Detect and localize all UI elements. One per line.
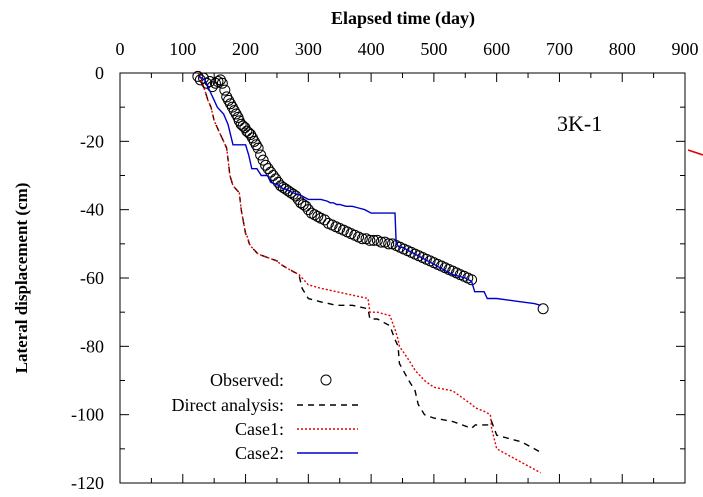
observed-point [319, 214, 331, 226]
x-tick-label: 400 [358, 39, 385, 59]
legend-label: Direct analysis: [172, 395, 284, 415]
observed-point [255, 149, 267, 161]
observed-point [216, 77, 228, 89]
observed-point [262, 163, 274, 175]
observed-point [383, 238, 395, 250]
x-axis-label: Elapsed time (day) [331, 8, 475, 29]
y-axis-label: Lateral displacement (cm) [12, 183, 31, 374]
observed-point [364, 234, 376, 246]
observed-point [241, 125, 253, 137]
y-tick-label: -100 [71, 405, 104, 425]
legend-marker-circle [320, 374, 332, 386]
series-group [192, 70, 549, 474]
series-line-dashed [197, 72, 541, 453]
observed-point [252, 142, 264, 154]
x-tick-label: 900 [672, 39, 699, 59]
x-tick-label: 500 [420, 39, 447, 59]
observed-point [375, 236, 387, 248]
y-tick-label: -120 [71, 473, 104, 493]
y-tick-label: -60 [80, 268, 104, 288]
y-tick-label: -40 [80, 200, 104, 220]
observed-point [192, 70, 204, 82]
observed-point [466, 274, 478, 286]
legend-label: Observed: [210, 370, 284, 390]
legend-label: Case2: [235, 443, 284, 463]
y-axis-ticks: 0 -20 -40 -60 -80 -100 -120 [71, 63, 685, 493]
x-axis-ticks: 0 100 200 300 400 500 600 700 800 900 [116, 39, 699, 483]
y-tick-label: 0 [95, 63, 104, 83]
x-tick-label: 600 [483, 39, 510, 59]
x-tick-label: 300 [295, 39, 322, 59]
y-tick-label: -80 [80, 336, 104, 356]
observed-point [537, 303, 549, 315]
series-line-dotted [197, 72, 541, 474]
panel-label: 3K-1 [557, 111, 602, 136]
observed-point [219, 84, 231, 96]
observed-point [235, 118, 247, 130]
series-stub-mark [687, 149, 703, 156]
x-tick-label: 100 [169, 39, 196, 59]
y-tick-label: -20 [80, 131, 104, 151]
observed-point [204, 76, 216, 88]
x-tick-label: 0 [116, 39, 125, 59]
x-tick-label: 200 [232, 39, 259, 59]
legend: Observed: Direct analysis: Case1: Case2: [172, 370, 358, 463]
plot-frame [119, 72, 686, 484]
x-tick-label: 800 [609, 39, 636, 59]
legend-label: Case1: [235, 419, 284, 439]
observed-point [356, 233, 368, 245]
series-line-solid [198, 75, 541, 306]
observed-point [257, 154, 269, 166]
x-tick-label: 700 [546, 39, 573, 59]
observed-point [368, 234, 380, 246]
observed-point [300, 200, 312, 212]
